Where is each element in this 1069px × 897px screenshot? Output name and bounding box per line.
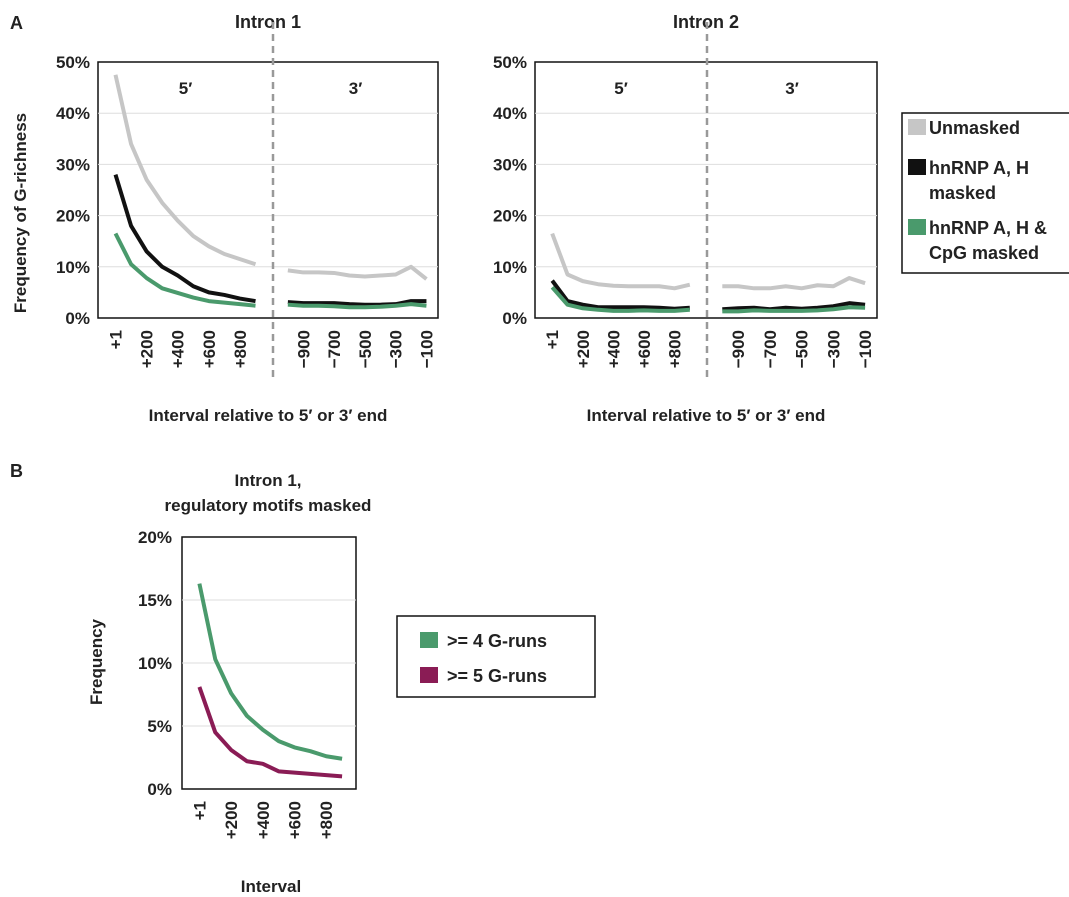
series-line-3prime [287,302,427,310]
chart-intron1-masked: Intron 1, regulatory motifs masked Frequ… [87,471,371,896]
plot-area: 0% 10% 20% 30% 40% 50% 5′ 3′ +1 +200 +400 +600 +800 −… [493,22,878,378]
series-line [197,686,343,779]
region-label-5prime: 5′ [614,79,628,98]
series-line [197,583,343,761]
legend-label: >= 4 G-runs [447,631,547,651]
series-line-3prime [287,299,427,307]
legend-label: masked [929,183,996,203]
x-tick-label: +800 [317,801,336,839]
x-tick-label: +600 [200,330,219,368]
legend-box [901,112,1069,274]
x-tick-label: −500 [356,330,375,368]
region-label-5prime: 5′ [179,79,193,98]
x-axis-label: Interval [241,877,301,896]
x-tick-label: +200 [222,801,241,839]
legend-swatch [908,119,926,135]
series-line-5prime [113,74,257,267]
x-tick-label: −300 [387,330,406,368]
x-axis-label: Interval relative to 5′ or 3′ end [149,406,388,425]
y-tick-label: 5% [147,717,172,736]
y-tick-label: 50% [56,53,90,72]
legend-label: Unmasked [929,118,1020,138]
chart-intron1: Intron 1 Frequency of G-richness Interva… [11,12,439,425]
series-line-5prime [550,232,691,291]
x-tick-label: −500 [793,330,812,368]
y-tick-label: 10% [493,258,527,277]
legend-a: Unmasked hnRNP A, H masked hnRNP A, H & CpG … [901,112,1069,274]
y-tick-label: 20% [138,528,172,547]
legend-b: >= 4 G-runs >= 5 G-runs [396,615,596,698]
panel-label-b: B [10,461,23,481]
x-tick-label: −700 [325,330,344,368]
series-line-5prime [113,174,256,304]
legend-swatch [908,159,926,175]
series-line-3prime [287,264,428,281]
y-tick-label: 0% [147,780,172,799]
x-tick-label: −900 [729,330,748,368]
x-tick-label: +800 [666,330,685,368]
series-line-5prime [113,232,256,308]
x-tick-label: +400 [169,330,188,368]
series-line-3prime [722,305,866,314]
legend-label: >= 5 G-runs [447,666,547,686]
x-tick-label: −900 [294,330,313,368]
y-tick-label: 20% [493,207,527,226]
region-label-3prime: 3′ [349,79,363,98]
legend-swatch [420,632,438,648]
legend-box [396,615,596,698]
legend-label: hnRNP A, H [929,158,1029,178]
y-tick-label: 15% [138,591,172,610]
x-tick-label: +200 [138,330,157,368]
plot-area: 0% 10% 20% 30% 40% 50% 5′ 3′ +1 +200 +400 +600 +800 −… [56,22,439,378]
region-label-3prime: 3′ [785,79,799,98]
y-tick-label: 10% [138,654,172,673]
legend-swatch [420,667,438,683]
x-tick-label: −100 [417,330,436,368]
y-tick-label: 50% [493,53,527,72]
x-tick-label: +800 [231,330,250,368]
y-axis-label: Frequency of G-richness [11,113,30,313]
y-tick-label: 30% [493,155,527,174]
series-line-5prime [550,285,690,313]
x-tick-label: −300 [824,330,843,368]
y-tick-label: 0% [502,309,527,328]
x-tick-label: +200 [574,330,593,368]
legend-label: hnRNP A, H & [929,218,1047,238]
plot-area: 0% 5% 10% 15% 20% +1 +200 +400 +600 +800 [138,528,357,839]
chart-title-line1: Intron 1, [234,471,301,490]
x-tick-label: +600 [635,330,654,368]
x-tick-label: +400 [604,330,623,368]
y-tick-label: 20% [56,207,90,226]
series-line-3prime [722,276,866,291]
x-tick-label: +600 [286,801,305,839]
series-line-3prime [722,301,866,312]
x-tick-label: +1 [107,330,126,349]
x-tick-label: +1 [543,330,562,349]
series-line-5prime [550,279,690,311]
chart-title-line2: regulatory motifs masked [165,496,372,515]
panel-label-a: A [10,13,23,33]
legend-swatch [908,219,926,235]
x-tick-label: +1 [190,801,209,820]
y-tick-label: 0% [65,309,90,328]
chart-title: Intron 1 [235,12,301,32]
chart-intron2: Intron 2 Interval relative to 5′ or 3′ e… [493,12,878,425]
y-tick-label: 40% [493,104,527,123]
y-tick-label: 30% [56,155,90,174]
legend-label: CpG masked [929,243,1039,263]
x-tick-label: −100 [856,330,875,368]
y-tick-label: 10% [56,258,90,277]
x-tick-label: −700 [761,330,780,368]
y-tick-label: 40% [56,104,90,123]
x-tick-label: +400 [254,801,273,839]
y-axis-label: Frequency [87,618,106,705]
x-axis-label: Interval relative to 5′ or 3′ end [587,406,826,425]
